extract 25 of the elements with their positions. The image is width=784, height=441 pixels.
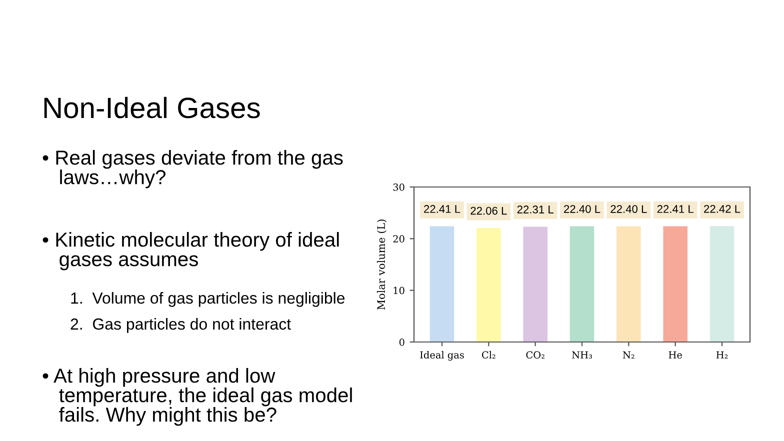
data-label: 22.41 L — [424, 205, 460, 213]
x-tick-label: CO₂ — [526, 351, 544, 359]
x-tick-label: H₂ — [716, 351, 728, 358]
data-label: 22.42 L — [704, 204, 740, 213]
data-label: 22.40 L — [610, 205, 647, 213]
data-label: 22.31 L — [517, 206, 554, 214]
text: 2. Gas particles do not interact — [70, 318, 291, 333]
text: Non-Ideal Gases — [44, 96, 260, 118]
x-tick-label: N₂ — [622, 351, 634, 359]
text: • At high pressure and low temperature, the ideal gas model fails. Why might this be? — [42, 368, 352, 426]
data-label: 22.41 L — [657, 205, 694, 213]
y-tick-label: 30 — [393, 183, 404, 191]
x-tick-label: NH₃ — [572, 351, 592, 359]
y-axis-title: Molar volume (L) — [376, 220, 386, 310]
y-tick-label: 20 — [393, 235, 404, 242]
text: • Kinetic molecular theory of ideal gases assumes — [42, 232, 339, 270]
data-label: 22.40 L — [564, 205, 600, 213]
x-tick-label: Cl₂ — [482, 351, 496, 359]
y-tick-label: 10 — [394, 286, 404, 294]
x-tick-label: Ideal gas — [420, 351, 464, 361]
text: 1. Volume of gas particles is negligible — [71, 292, 345, 307]
y-tick-label: 0 — [399, 338, 404, 346]
x-tick-label: He — [668, 351, 682, 359]
data-label: 22.06 L — [470, 206, 507, 215]
text: • Real gases deviate from the gas laws…why? — [42, 150, 343, 188]
